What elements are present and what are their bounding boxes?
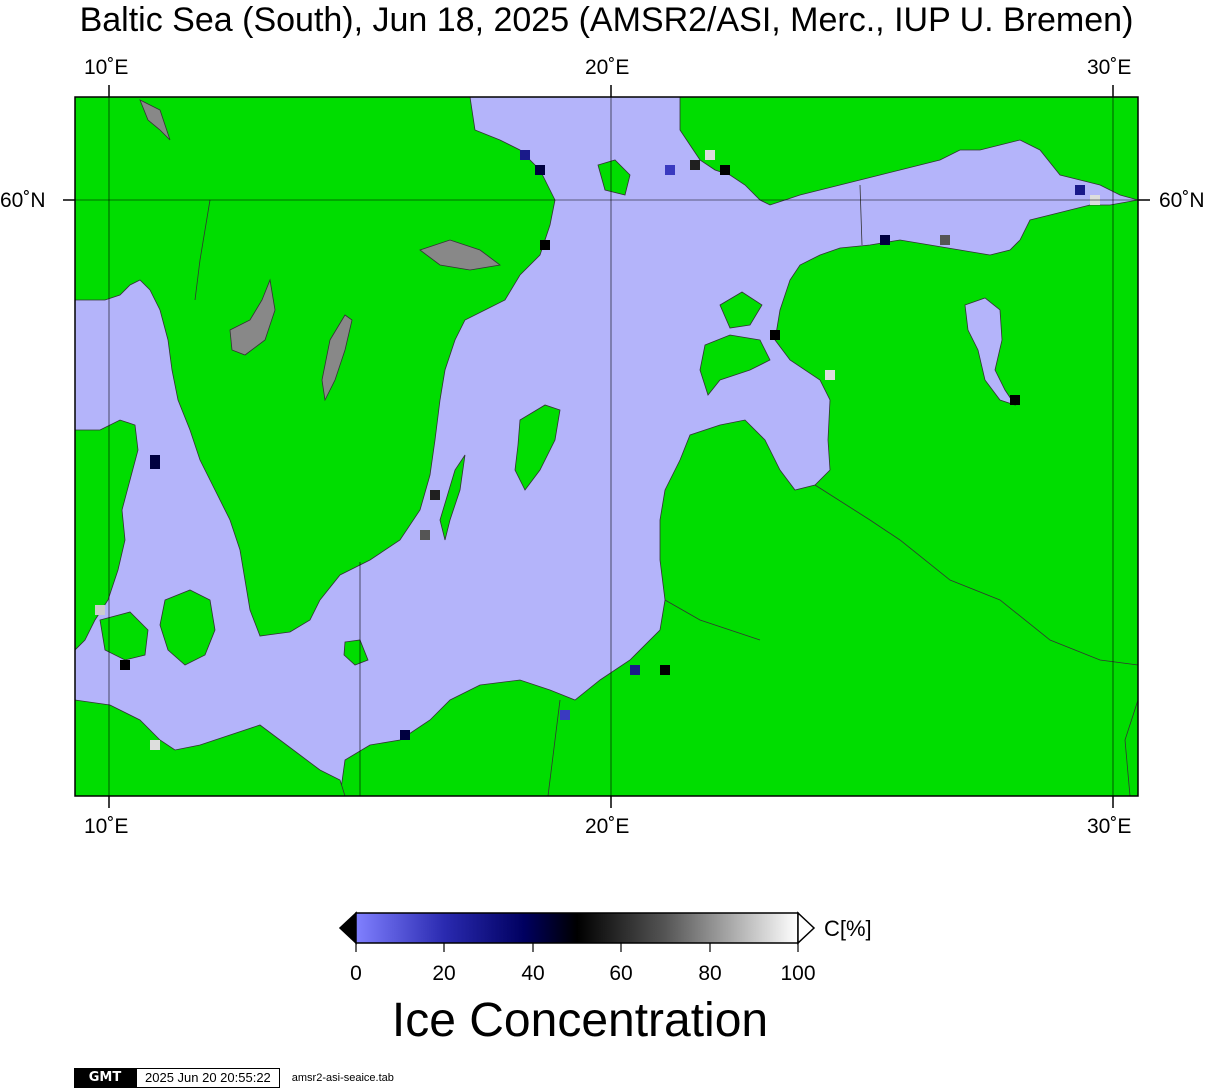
left-tick-60n: 60˚N [0, 189, 46, 212]
bottom-tick-10e: 10˚E [84, 815, 129, 838]
top-tick-30e: 30˚E [1087, 56, 1132, 79]
bornholm-island [343, 639, 369, 666]
top-tick-20e: 20˚E [585, 56, 630, 79]
hiiumaa-island [719, 291, 763, 329]
colorbar-tick-20: 20 [432, 962, 456, 985]
coastal-ice-pixels [95, 150, 1100, 750]
top-tick-10e: 10˚E [84, 56, 129, 79]
colorbar-tick-100: 100 [780, 962, 816, 985]
gmt-footer: GMT 2025 Jun 20 20:55:22 amsr2-asi-seaic… [74, 1068, 394, 1088]
colorbar-title: Ice Concentration [391, 994, 769, 1047]
colorbar-tick-40: 40 [521, 962, 545, 985]
colorbar-below-triangle [338, 911, 357, 945]
eastern-mainland [339, 199, 1138, 796]
colorbar-unit: C[%] [824, 916, 872, 941]
denmark-landmass [75, 419, 139, 651]
colorbar-tick-60: 60 [609, 962, 633, 985]
graticule [75, 97, 1138, 796]
footer-filename: amsr2-asi-seaice.tab [291, 1072, 394, 1084]
sweden-landmass [75, 97, 556, 637]
lake-malaren [419, 239, 501, 271]
lake-vanern [229, 278, 276, 356]
colorbar [338, 911, 816, 952]
aland-islands [597, 159, 631, 196]
colorbar-gradient [355, 912, 799, 944]
saaremaa-island [699, 334, 771, 396]
country-borders [194, 184, 1138, 796]
southern-mainland [75, 699, 346, 796]
colorbar-tick-80: 80 [698, 962, 722, 985]
right-tick-60n: 60˚N [1159, 189, 1205, 212]
gotland-island [514, 404, 561, 491]
bottom-tick-30e: 30˚E [1087, 815, 1132, 838]
map-frame [74, 96, 1139, 797]
norway-fjord [139, 99, 171, 141]
frame-ticks [63, 85, 1150, 808]
colorbar-tick-0: 0 [350, 962, 362, 985]
gmt-logo: GMT [74, 1068, 136, 1088]
funen-island [99, 611, 149, 661]
zealand-island [159, 589, 216, 666]
colorbar-above-triangle [797, 911, 816, 945]
footer-timestamp: 2025 Jun 20 20:55:22 [136, 1068, 280, 1088]
map-title: Baltic Sea (South), Jun 18, 2025 (AMSR2/… [79, 1, 1134, 39]
oland-island [439, 454, 466, 541]
lake-vattern [321, 314, 353, 402]
bottom-tick-20e: 20˚E [585, 815, 630, 838]
